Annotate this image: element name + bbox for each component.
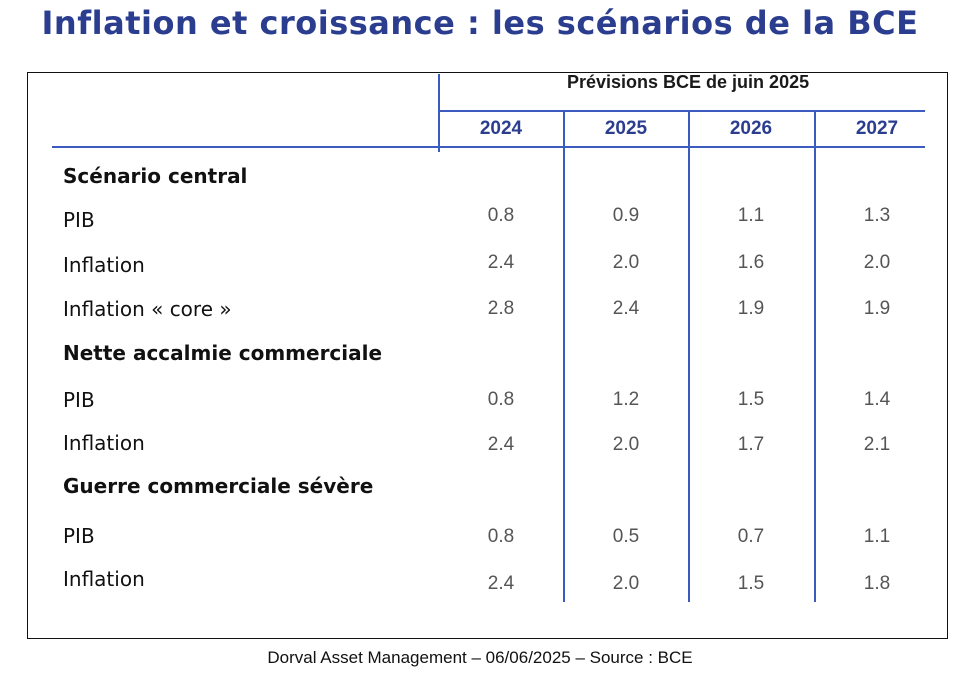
table-cell: 2.0 bbox=[612, 434, 640, 455]
section-heading: Nette accalmie commerciale bbox=[63, 341, 383, 365]
table-cell: 2.4 bbox=[612, 298, 640, 319]
table-cell: 2.0 bbox=[863, 252, 891, 273]
table-super-header: Prévisions BCE de juin 2025 bbox=[567, 72, 810, 92]
table-frame bbox=[27, 72, 948, 639]
table-cell: 1.1 bbox=[863, 526, 891, 547]
table-cell: 1.6 bbox=[737, 252, 765, 273]
table-cell: 1.4 bbox=[863, 389, 891, 410]
row-label: Inflation bbox=[63, 253, 145, 277]
year-header-3: 2027 bbox=[855, 118, 899, 139]
table-cell: 2.0 bbox=[612, 573, 640, 594]
table-cell: 1.9 bbox=[863, 298, 891, 319]
table-cell: 0.9 bbox=[612, 205, 640, 226]
table-cell: 1.7 bbox=[737, 434, 765, 455]
table-cell: 1.1 bbox=[737, 205, 765, 226]
table-cell: 0.5 bbox=[612, 526, 640, 547]
table-cell: 0.7 bbox=[737, 526, 765, 547]
table-cell: 2.4 bbox=[487, 252, 515, 273]
column-divider bbox=[814, 110, 816, 602]
footer-source: Dorval Asset Management – 06/06/2025 – S… bbox=[267, 648, 693, 667]
year-header-1: 2025 bbox=[604, 118, 648, 139]
section-heading: Scénario central bbox=[63, 164, 248, 188]
page-title: Inflation et croissance : les scénarios … bbox=[41, 4, 919, 42]
table-cell: 0.8 bbox=[487, 389, 515, 410]
year-header-0: 2024 bbox=[479, 118, 523, 139]
table-cell: 1.3 bbox=[863, 205, 891, 226]
table-cell: 1.8 bbox=[863, 573, 891, 594]
section-heading: Guerre commerciale sévère bbox=[63, 474, 374, 498]
header-bottom-rule bbox=[52, 146, 925, 148]
year-header-2: 2026 bbox=[729, 118, 773, 139]
table-cell: 1.5 bbox=[737, 389, 765, 410]
table-cell: 2.4 bbox=[487, 573, 515, 594]
table-cell: 2.4 bbox=[487, 434, 515, 455]
row-label: PIB bbox=[63, 524, 95, 548]
table-cell: 2.8 bbox=[487, 298, 515, 319]
table-cell: 1.9 bbox=[737, 298, 765, 319]
table-cell: 0.8 bbox=[487, 526, 515, 547]
column-divider bbox=[438, 74, 440, 152]
column-divider bbox=[688, 110, 690, 602]
row-label: PIB bbox=[63, 388, 95, 412]
header-top-rule bbox=[438, 110, 925, 112]
row-label: PIB bbox=[63, 208, 95, 232]
row-label: Inflation « core » bbox=[63, 297, 232, 321]
table-cell: 1.5 bbox=[737, 573, 765, 594]
row-label: Inflation bbox=[63, 431, 145, 455]
table-cell: 1.2 bbox=[612, 389, 640, 410]
table-cell: 2.0 bbox=[612, 252, 640, 273]
row-label: Inflation bbox=[63, 567, 145, 591]
table-cell: 0.8 bbox=[487, 205, 515, 226]
table-cell: 2.1 bbox=[863, 434, 891, 455]
column-divider bbox=[563, 110, 565, 602]
